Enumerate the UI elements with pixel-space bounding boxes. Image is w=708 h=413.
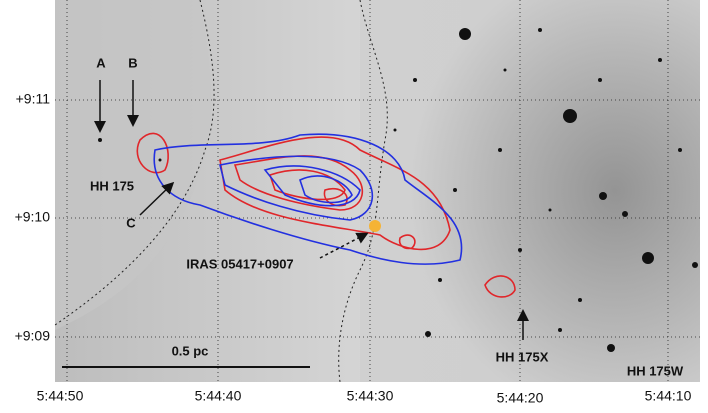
dec-tick: +9:09 (15, 328, 51, 344)
dec-tick: +9:10 (15, 209, 51, 225)
ra-tick: 5:44:30 (347, 388, 394, 404)
label-iras: IRAS 05417+0907 (186, 256, 293, 271)
ra-tick: 5:44:20 (497, 390, 544, 406)
ra-tick: 5:44:50 (37, 388, 84, 404)
scale-label: 0.5 pc (172, 343, 209, 358)
label-hh175: HH 175 (90, 178, 134, 193)
contours (136, 132, 516, 298)
label-b: B (128, 55, 137, 70)
label-hh175w: HH 175W (627, 363, 684, 378)
label-a: A (96, 55, 106, 70)
dec-tick: +9:11 (16, 91, 51, 107)
ra-tick: 5:44:40 (195, 388, 242, 404)
iras-source (369, 220, 381, 232)
label-c: C (126, 215, 136, 230)
label-hh175x: HH 175X (496, 349, 549, 364)
ra-tick: 5:44:10 (645, 388, 692, 404)
sky-image (54, 0, 700, 383)
arrows (62, 80, 529, 368)
